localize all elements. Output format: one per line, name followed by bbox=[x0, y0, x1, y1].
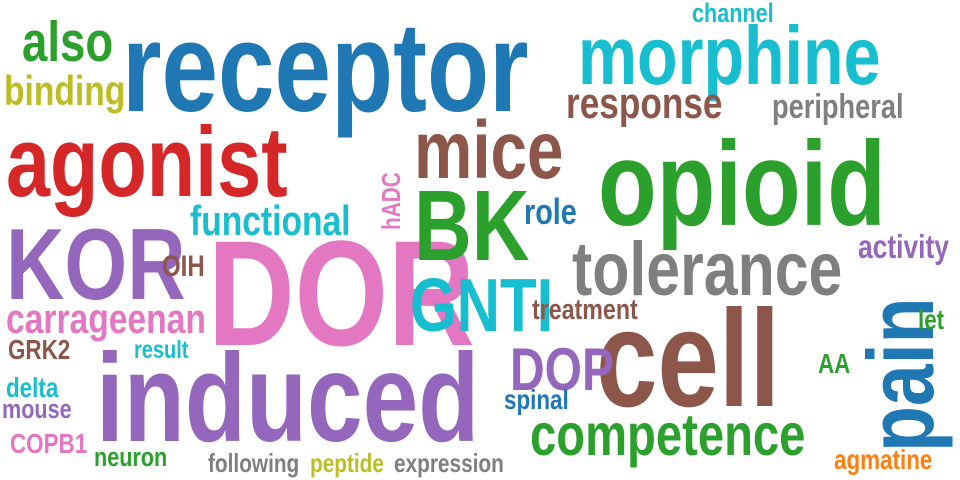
word-tolerance: tolerance bbox=[572, 227, 843, 312]
word-also: also bbox=[22, 10, 114, 74]
word-mouse: mouse bbox=[2, 394, 72, 424]
word-activity: activity bbox=[858, 228, 949, 265]
word-KOR: KOR bbox=[6, 209, 186, 321]
word-DOR: DOR bbox=[208, 209, 475, 377]
word-agonist: agonist bbox=[6, 106, 288, 217]
word-BK: BK bbox=[414, 170, 530, 282]
word-following: following bbox=[208, 448, 300, 478]
word-carrageenan: carrageenan bbox=[6, 295, 206, 342]
word-role: role bbox=[524, 191, 577, 232]
word-peripheral: peripheral bbox=[772, 88, 904, 126]
word-AA: AA bbox=[818, 348, 851, 379]
word-functional: functional bbox=[190, 197, 351, 244]
word-cell: cell bbox=[596, 282, 781, 436]
word-spinal: spinal bbox=[504, 384, 569, 415]
word-COPB1: COPB1 bbox=[10, 428, 88, 459]
word-channel: channel bbox=[692, 0, 774, 28]
word-binding: binding bbox=[4, 67, 126, 114]
word-DOP: DOP bbox=[510, 336, 615, 403]
word-let: let bbox=[918, 304, 945, 335]
word-expression: expression bbox=[394, 448, 504, 478]
word-result: result bbox=[134, 336, 189, 364]
word-induced: induced bbox=[96, 329, 480, 468]
word-GRK2: GRK2 bbox=[8, 334, 71, 365]
word-GNTI: GNTI bbox=[410, 263, 554, 347]
word-OIH: OIH bbox=[162, 250, 205, 283]
word-neuron: neuron bbox=[94, 442, 168, 472]
word-competence: competence bbox=[530, 402, 806, 468]
word-response: response bbox=[566, 79, 723, 128]
word-hADC: hADC bbox=[376, 172, 406, 230]
word-agmatine: agmatine bbox=[834, 444, 933, 475]
word-receptor: receptor bbox=[122, 0, 529, 138]
word-mice: mice bbox=[414, 105, 564, 196]
word-delta: delta bbox=[6, 372, 59, 403]
word-treatment: treatment bbox=[532, 294, 638, 326]
word-morphine: morphine bbox=[578, 9, 881, 102]
word-peptide: peptide bbox=[310, 448, 384, 478]
word-opioid: opioid bbox=[598, 117, 886, 251]
